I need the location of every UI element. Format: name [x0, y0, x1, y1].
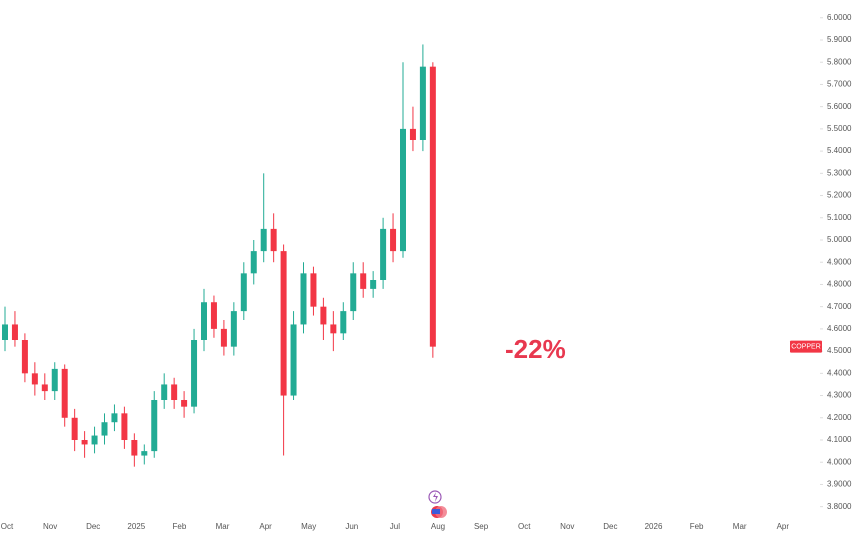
y-tick-label: 3.8000	[827, 502, 852, 511]
y-tick-label: 5.9000	[827, 35, 852, 44]
candle-body	[280, 251, 287, 396]
y-tick-label: 4.0000	[827, 457, 852, 466]
candle-body	[230, 311, 237, 347]
x-tick-label: Nov	[560, 522, 574, 531]
candle-body	[409, 128, 416, 140]
y-tick-label: 5.3000	[827, 168, 852, 177]
y-tick-label: 5.7000	[827, 80, 852, 89]
x-tick-label: Apr	[259, 522, 272, 531]
y-tick-label: 5.2000	[827, 191, 852, 200]
candle-body	[101, 422, 108, 436]
y-tick-label: 5.0000	[827, 235, 852, 244]
candle-body	[360, 273, 367, 289]
candle-body	[81, 440, 88, 445]
x-tick-label: Dec	[86, 522, 100, 531]
x-tick-label: Apr	[777, 522, 790, 531]
candle-body	[141, 451, 148, 456]
candle-body	[250, 251, 257, 274]
candle-body	[300, 273, 307, 325]
annotation: -22%	[505, 334, 566, 364]
candle-body	[220, 328, 227, 347]
candle-body	[429, 66, 436, 347]
candle-body	[210, 302, 217, 329]
x-tick-label: Aug	[431, 522, 445, 531]
x-tick-label: 2026	[645, 522, 663, 531]
y-tick-label: 5.6000	[827, 102, 852, 111]
candle-body	[201, 302, 207, 340]
y-tick-label: 4.8000	[827, 280, 852, 289]
x-tick-label: Feb	[173, 522, 187, 531]
x-tick-label: May	[301, 522, 316, 531]
candle-body	[240, 273, 247, 312]
y-tick-label: 4.9000	[827, 257, 852, 266]
y-tick-label: 3.9000	[827, 480, 852, 489]
candle-body	[2, 324, 8, 340]
candle-body	[380, 228, 387, 280]
y-tick-label: 5.4000	[827, 146, 852, 155]
candle-body	[191, 340, 198, 407]
candle-body	[350, 273, 357, 312]
candle-body	[171, 384, 178, 400]
price-tag	[790, 340, 822, 353]
candle-body	[131, 440, 138, 456]
candle-body	[310, 273, 317, 307]
candle-body	[121, 413, 128, 440]
x-tick-label: Dec	[603, 522, 617, 531]
candle-body	[181, 400, 188, 407]
x-tick-label: Mar	[216, 522, 230, 531]
candle-body	[370, 280, 377, 289]
candle-body	[21, 340, 28, 374]
y-tick-label: 4.2000	[827, 413, 852, 422]
y-tick-label: 6.0000	[827, 13, 852, 22]
y-tick-label: 5.1000	[827, 213, 852, 222]
candle-body	[11, 324, 18, 340]
candle-body	[111, 413, 118, 423]
candle-body	[161, 384, 168, 400]
candle-body	[290, 324, 297, 396]
y-tick-label: 5.8000	[827, 57, 852, 66]
event-icons	[428, 490, 447, 518]
candle-body	[51, 368, 58, 392]
y-tick-label: 4.4000	[827, 368, 852, 377]
x-tick-label: Mar	[733, 522, 747, 531]
candle-body	[91, 435, 98, 445]
candle-body	[31, 373, 38, 385]
x-tick-label: Nov	[43, 522, 57, 531]
candle-body	[61, 368, 68, 418]
x-tick-label: Oct	[1, 522, 14, 531]
y-tick-label: 4.3000	[827, 391, 852, 400]
x-tick-label: Feb	[690, 522, 704, 531]
candle-body	[41, 384, 48, 392]
candle-body	[340, 311, 347, 334]
y-tick-label: 4.1000	[827, 435, 852, 444]
candle-body	[400, 128, 406, 252]
y-tick-label: 5.5000	[827, 124, 852, 133]
candle-body	[270, 228, 277, 252]
x-tick-label: Jun	[345, 522, 358, 531]
x-tick-label: 2025	[127, 522, 145, 531]
candle-body	[419, 66, 426, 140]
x-tick-label: Jul	[390, 522, 400, 531]
x-tick-label: Oct	[518, 522, 531, 531]
candle-body	[330, 324, 337, 334]
candle-body	[260, 228, 267, 252]
y-tick-label: 4.7000	[827, 302, 852, 311]
candle-body	[320, 306, 327, 325]
candle-body	[71, 417, 78, 440]
candle-body	[390, 228, 397, 252]
candle-body	[151, 400, 158, 452]
price-tag-label: COPPER	[791, 344, 821, 351]
x-tick-label: Sep	[474, 522, 489, 531]
y-tick-label: 4.5000	[827, 346, 852, 355]
y-tick-label: 4.6000	[827, 324, 852, 333]
